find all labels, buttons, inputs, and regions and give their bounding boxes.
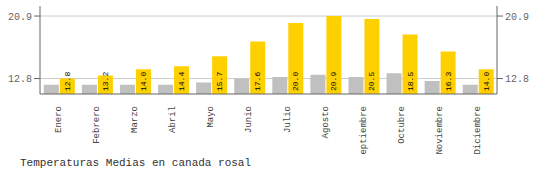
svg-text:Junio: Junio	[244, 106, 254, 133]
svg-text:12.8: 12.8	[63, 72, 72, 91]
svg-text:14.4: 14.4	[177, 72, 186, 91]
html-text:Temperaturas Medias en canada: Temperaturas Medias en canada rosal	[20, 157, 251, 169]
svg-text:20.9: 20.9	[8, 12, 32, 23]
svg-text:18.5: 18.5	[406, 72, 415, 91]
svg-text:12.8: 12.8	[505, 74, 529, 85]
svg-text:Julio: Julio	[283, 106, 293, 133]
svg-text:Mayo: Mayo	[206, 106, 216, 128]
svg-text:20.9: 20.9	[329, 72, 338, 91]
svg-text:Enero: Enero	[54, 106, 64, 133]
svg-text:Noviembre: Noviembre	[435, 106, 445, 154]
svg-text:Agosto: Agosto	[321, 106, 331, 138]
svg-text:12.8: 12.8	[8, 74, 32, 85]
svg-text:20.9: 20.9	[505, 12, 529, 23]
svg-text:Septiembre: Septiembre	[359, 106, 369, 154]
svg-text:Abril: Abril	[168, 106, 178, 133]
svg-text:14.0: 14.0	[139, 72, 148, 91]
svg-text:Febrero: Febrero	[92, 106, 102, 144]
svg-text:Marzo: Marzo	[130, 106, 140, 133]
svg-text:17.6: 17.6	[253, 72, 262, 91]
svg-text:13.2: 13.2	[101, 72, 110, 91]
svg-text:20.0: 20.0	[291, 72, 300, 91]
svg-text:14.0: 14.0	[482, 72, 491, 91]
svg-text:Diciembre: Diciembre	[473, 106, 483, 154]
svg-text:20.5: 20.5	[367, 72, 376, 91]
svg-text:Octubre: Octubre	[397, 106, 407, 144]
svg-text:16.3: 16.3	[444, 72, 453, 91]
svg-text:15.7: 15.7	[215, 72, 224, 91]
